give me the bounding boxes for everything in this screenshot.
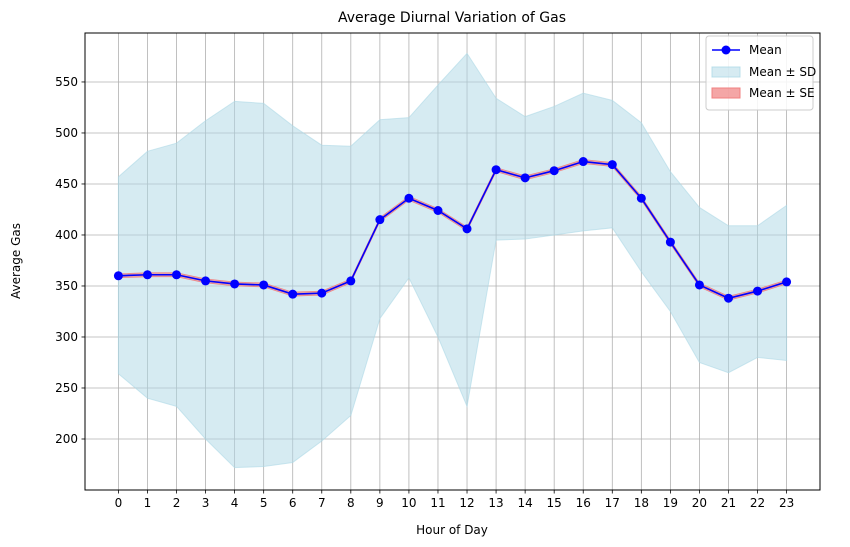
mean-point [753,286,763,296]
y-tick-label: 400 [55,228,78,242]
x-axis-ticks: 0 1 2 3 4 5 6 7 8 9 10 11 12 13 14 15 16 17 18 19 20 21 22 23 [115,490,794,510]
x-tick-label: 3 [202,496,210,510]
legend-sd-swatch [711,66,741,78]
mean-point [607,160,617,170]
mean-point [723,293,733,303]
mean-markers [113,157,792,303]
x-tick-label: 14 [517,496,532,510]
y-tick-label: 500 [55,126,78,140]
x-tick-label: 18 [634,496,649,510]
x-tick-label: 2 [173,496,181,510]
mean-point [462,224,472,234]
mean-point [491,165,501,175]
legend-label-mean: Mean [749,43,782,57]
y-axis-title: Average Gas [9,223,23,299]
mean-point [782,277,792,287]
y-tick-label: 350 [55,279,78,293]
mean-series-line [118,160,787,300]
mean-point [549,166,559,176]
x-tick-label: 23 [779,496,794,510]
y-tick-label: 250 [55,381,78,395]
mean-point [665,237,675,247]
x-tick-label: 19 [663,496,678,510]
legend-label-se: Mean ± SE [749,86,815,100]
sd-band [117,52,788,469]
y-tick-label: 300 [55,330,78,344]
x-tick-label: 12 [459,496,474,510]
mean-point [375,215,385,225]
sd-band-area [117,52,788,469]
mean-point [113,271,123,281]
x-tick-label: 9 [376,496,384,510]
x-tick-label: 13 [488,496,503,510]
mean-point [230,279,240,289]
legend-mean-swatch-marker [721,45,731,55]
x-tick-label: 17 [605,496,620,510]
plot-frame [84,32,821,491]
y-axis-ticks: 200 250 300 350 400 450 500 550 [55,75,85,446]
legend: Mean Mean ± SD Mean ± SE [705,35,816,111]
y-tick-label: 450 [55,177,78,191]
legend-label-sd: Mean ± SD [749,65,816,79]
mean-line [118,160,787,300]
y-tick-label: 200 [55,432,78,446]
mean-point [636,193,646,203]
mean-point [142,270,152,280]
x-tick-label: 11 [430,496,445,510]
x-tick-label: 8 [347,496,355,510]
mean-point [317,288,327,298]
mean-point [172,270,182,280]
x-tick-label: 7 [318,496,326,510]
mean-point [259,280,269,290]
x-tick-label: 4 [231,496,239,510]
x-tick-label: 5 [260,496,268,510]
x-tick-label: 20 [692,496,707,510]
mean-point [433,205,443,215]
x-tick-label: 6 [289,496,297,510]
x-axis-title: Hour of Day [416,523,488,537]
x-tick-label: 10 [401,496,416,510]
mean-point [578,157,588,167]
x-tick-label: 1 [144,496,152,510]
mean-point [404,193,414,203]
chart-title: Average Diurnal Variation of Gas [338,10,566,26]
x-tick-label: 0 [115,496,123,510]
mean-point [346,276,356,286]
legend-se-swatch [711,87,741,99]
mean-point [201,276,211,286]
mean-point [288,289,298,299]
mean-point [520,173,530,183]
x-tick-label: 22 [750,496,765,510]
x-tick-label: 15 [547,496,562,510]
x-tick-label: 16 [576,496,591,510]
mean-point [694,280,704,290]
y-tick-label: 550 [55,75,78,89]
x-tick-label: 21 [721,496,736,510]
